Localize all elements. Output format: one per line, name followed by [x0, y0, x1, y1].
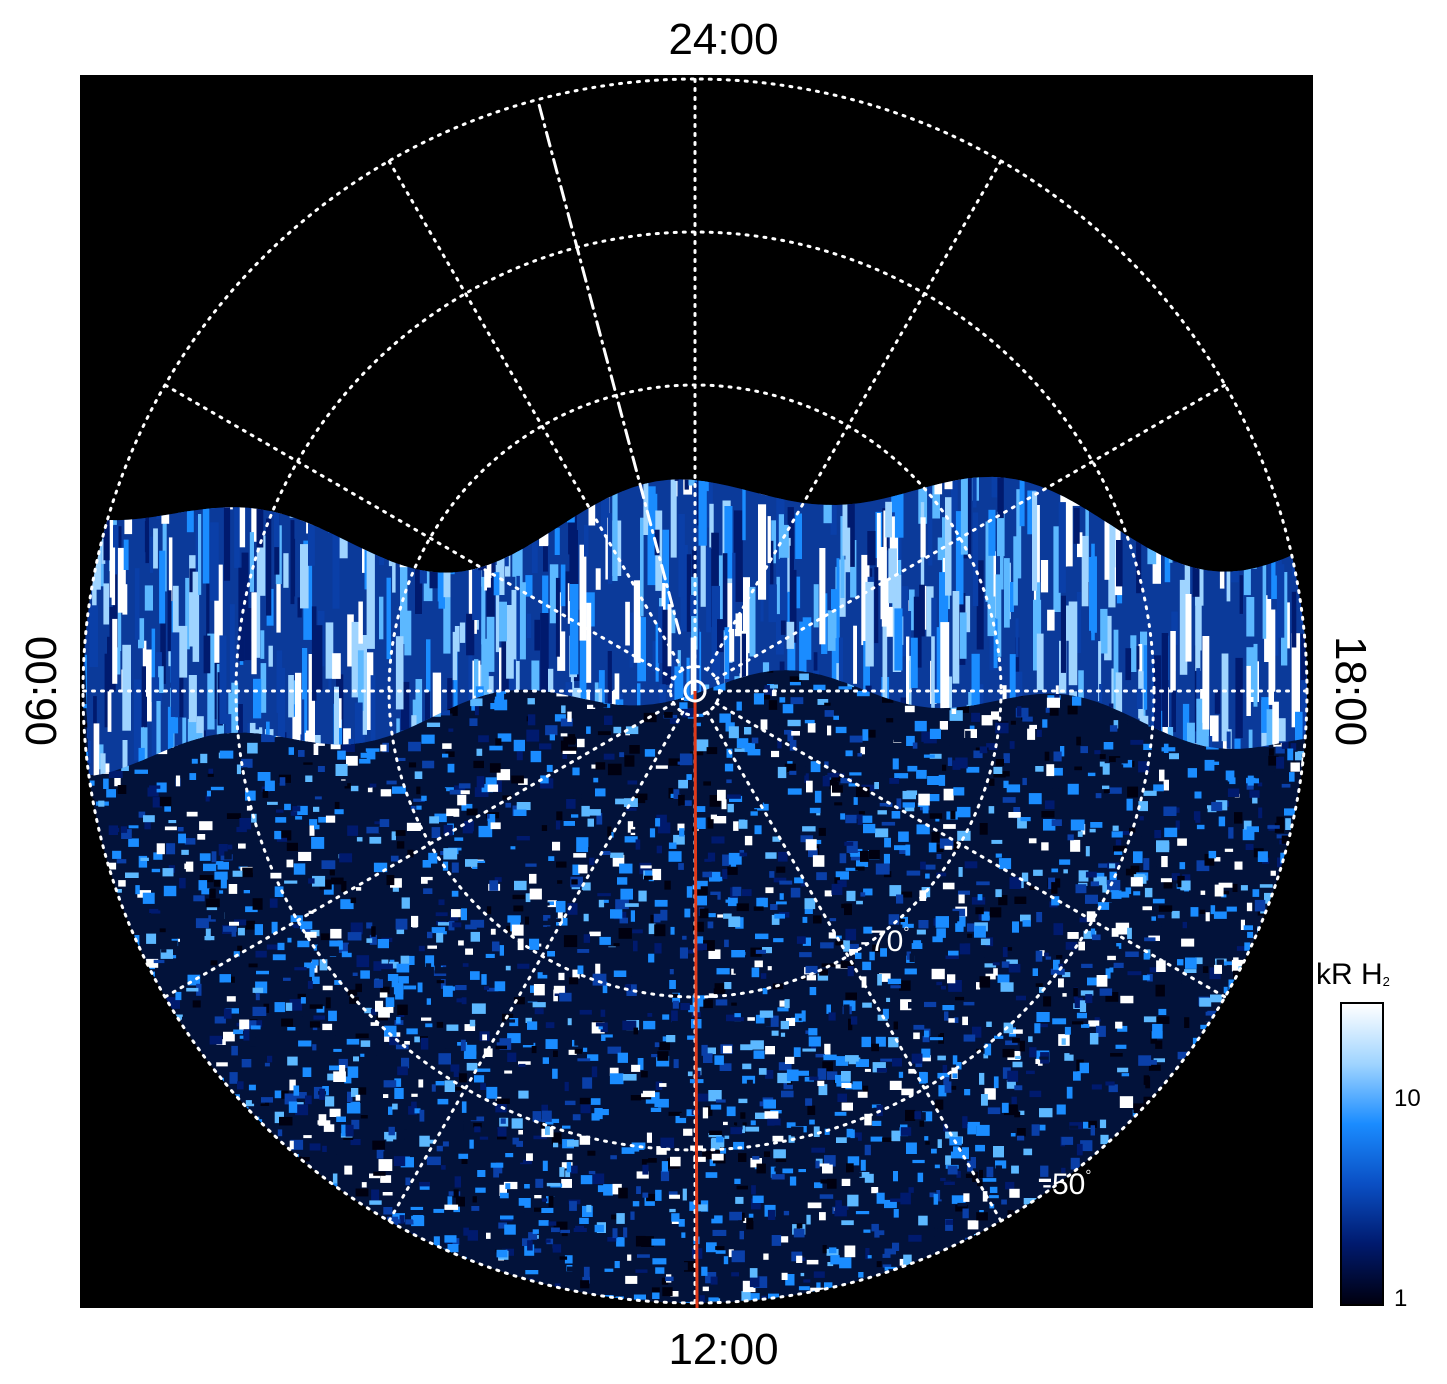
- local-time-meridian: [163, 701, 676, 999]
- local-time-meridian: [714, 383, 1227, 681]
- local-time-label-12: 12:00: [668, 1325, 779, 1374]
- polar-grid-overlay: [81, 77, 1309, 1308]
- local-time-meridian: [163, 383, 676, 681]
- pole-marker: [683, 679, 707, 703]
- local-time-label-24: 24:00: [668, 15, 779, 64]
- local-time-label-18: 18:00: [1326, 635, 1375, 747]
- colorbar-tick-10: 10: [1394, 1085, 1421, 1112]
- local-time-meridian: [714, 701, 1227, 999]
- local-time-meridian: [705, 710, 1003, 1223]
- polar-projection-image: -70° -50°: [80, 75, 1313, 1308]
- local-time-meridian: [705, 159, 1003, 672]
- local-time-meridian: [387, 710, 685, 1223]
- latitude-label-70: -70°: [860, 924, 910, 958]
- local-time-label-06: 06:00: [17, 635, 66, 747]
- colorbar-tick-1: 1: [1394, 1285, 1408, 1312]
- spacecraft-track-line: [693, 690, 699, 1308]
- local-time-meridian: [387, 159, 685, 672]
- colorbar: [1340, 1002, 1384, 1306]
- reference-meridian: [536, 98, 682, 635]
- latitude-label-50: -50°: [1042, 1167, 1092, 1201]
- colorbar-title: kR H2: [1316, 958, 1390, 991]
